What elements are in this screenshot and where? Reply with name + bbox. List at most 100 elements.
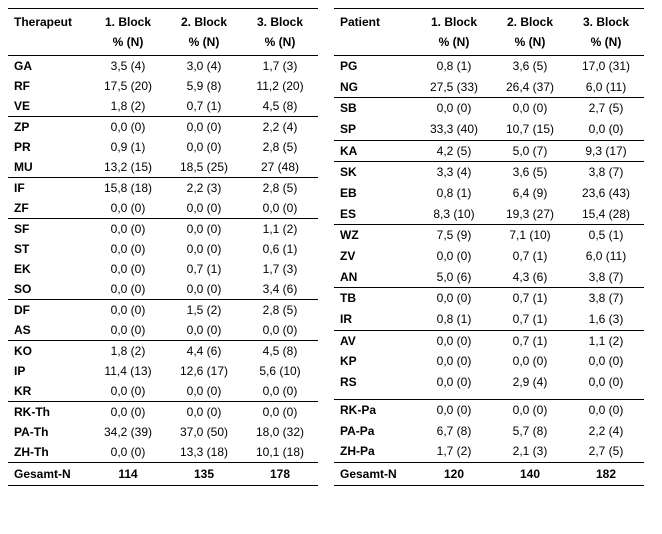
footer-b3: 182 [568,463,644,486]
row-code: AN [334,267,416,288]
row-b1: 0,8 (1) [416,309,492,330]
table-row: KA4,2 (5)5,0 (7)9,3 (17) [334,140,644,162]
row-b3: 0,0 (0) [242,381,318,402]
row-b3: 0,0 (0) [242,320,318,341]
table-row: GA3,5 (4)3,0 (4)1,7 (3) [8,56,318,77]
row-code: RK-Pa [334,399,416,420]
row-b3: 4,5 (8) [242,96,318,117]
row-b2: 0,7 (1) [166,259,242,279]
row-b3: 0,0 (0) [568,372,644,393]
row-code: IR [334,309,416,330]
table-row: KO1,8 (2)4,4 (6)4,5 (8) [8,341,318,362]
row-b2: 0,7 (1) [492,288,568,309]
row-b1: 5,0 (6) [416,267,492,288]
row-b3: 6,0 (11) [568,246,644,267]
row-b1: 1,7 (2) [416,441,492,462]
col-sub: % (N) [90,32,166,56]
row-b1: 0,8 (1) [416,56,492,77]
row-b3: 3,8 (7) [568,288,644,309]
therapeut-table: Therapeut 1. Block 2. Block 3. Block % (… [8,8,318,486]
row-code: SB [334,98,416,119]
table-row: KP0,0 (0)0,0 (0)0,0 (0) [334,351,644,372]
row-code: ST [8,239,90,259]
tables-wrap: Therapeut 1. Block 2. Block 3. Block % (… [8,8,654,486]
row-code: SP [334,119,416,140]
therapeut-body: GA3,5 (4)3,0 (4)1,7 (3)RF17,5 (20)5,9 (8… [8,56,318,463]
row-code: ZV [334,246,416,267]
col-sub: % (N) [242,32,318,56]
row-b3: 0,5 (1) [568,225,644,246]
row-b3: 11,2 (20) [242,76,318,96]
table-row: PR0,9 (1)0,0 (0)2,8 (5) [8,137,318,157]
row-b1: 0,0 (0) [416,246,492,267]
row-b2: 3,0 (4) [166,56,242,77]
row-b3: 1,7 (3) [242,56,318,77]
row-code: NG [334,77,416,98]
row-b1: 0,9 (1) [90,137,166,157]
footer-label: Gesamt-N [8,463,90,486]
footer-b3: 178 [242,463,318,486]
row-code: ZF [8,198,90,219]
row-code: IF [8,178,90,199]
row-code [334,393,416,400]
table-row: RF17,5 (20)5,9 (8)11,2 (20) [8,76,318,96]
row-b2: 0,0 (0) [166,279,242,300]
row-b1: 0,8 (1) [416,183,492,204]
row-code: IP [8,361,90,381]
row-b2: 19,3 (27) [492,204,568,225]
footer-label: Gesamt-N [334,463,416,486]
row-b1: 3,5 (4) [90,56,166,77]
col-b1: 1. Block [416,9,492,33]
row-b2: 4,3 (6) [492,267,568,288]
row-b2: 12,6 (17) [166,361,242,381]
row-b1: 0,0 (0) [90,117,166,138]
row-b3: 0,0 (0) [568,119,644,140]
row-b3: 1,7 (3) [242,259,318,279]
row-b2: 10,7 (15) [492,119,568,140]
row-b1: 0,0 (0) [416,351,492,372]
col-sub: % (N) [492,32,568,56]
row-code: EK [8,259,90,279]
table-row: IF15,8 (18)2,2 (3)2,8 (5) [8,178,318,199]
row-b2: 1,5 (2) [166,300,242,321]
row-b2: 18,5 (25) [166,157,242,178]
row-code: AV [334,330,416,351]
row-b3: 2,7 (5) [568,441,644,462]
col-sub: % (N) [166,32,242,56]
row-b1: 0,0 (0) [90,219,166,240]
row-b3: 2,8 (5) [242,137,318,157]
row-code: PA-Pa [334,421,416,442]
row-b2: 2,9 (4) [492,372,568,393]
table-row: SP33,3 (40)10,7 (15)0,0 (0) [334,119,644,140]
row-b3: 4,5 (8) [242,341,318,362]
row-b1: 0,0 (0) [90,239,166,259]
row-code: RK-Th [8,402,90,423]
row-code: EB [334,183,416,204]
row-b1 [416,393,492,400]
table-row: KR0,0 (0)0,0 (0)0,0 (0) [8,381,318,402]
row-b1: 8,3 (10) [416,204,492,225]
row-code: KP [334,351,416,372]
row-b3: 17,0 (31) [568,56,644,77]
row-b3: 2,2 (4) [242,117,318,138]
table-row: IR0,8 (1)0,7 (1)1,6 (3) [334,309,644,330]
table-row: ZH-Th0,0 (0)13,3 (18)10,1 (18) [8,442,318,463]
therapeut-head: Therapeut 1. Block 2. Block 3. Block % (… [8,9,318,56]
row-b2: 0,0 (0) [166,402,242,423]
patient-head: Patient 1. Block 2. Block 3. Block % (N)… [334,9,644,56]
row-b3: 2,8 (5) [242,300,318,321]
row-b3: 0,0 (0) [568,351,644,372]
row-b1: 0,0 (0) [90,279,166,300]
row-b3: 2,2 (4) [568,421,644,442]
row-b1: 17,5 (20) [90,76,166,96]
row-b2: 5,7 (8) [492,421,568,442]
row-b1: 0,0 (0) [416,399,492,420]
col-sub: % (N) [568,32,644,56]
table-row [334,393,644,400]
footer-b2: 140 [492,463,568,486]
row-b1: 1,8 (2) [90,341,166,362]
row-b1: 0,0 (0) [90,300,166,321]
table-row: WZ7,5 (9)7,1 (10)0,5 (1) [334,225,644,246]
row-b2: 4,4 (6) [166,341,242,362]
row-b1: 0,0 (0) [90,198,166,219]
